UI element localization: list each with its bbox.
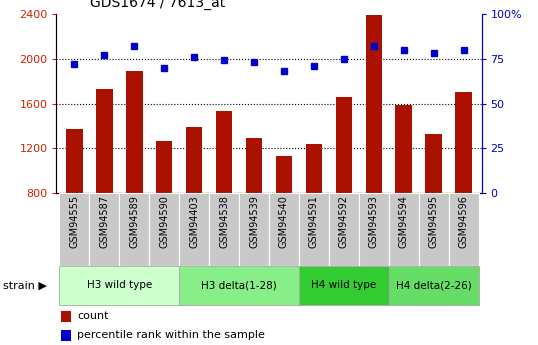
Text: H3 delta(1-28): H3 delta(1-28)	[201, 280, 277, 290]
Bar	[60, 193, 89, 266]
Text: percentile rank within the sample: percentile rank within the sample	[77, 331, 265, 341]
Text: GSM94595: GSM94595	[429, 195, 438, 248]
Bar	[365, 15, 382, 193]
Bar	[359, 193, 389, 266]
Bar	[126, 71, 143, 193]
Bar	[61, 330, 70, 341]
Bar	[66, 129, 83, 193]
Bar	[389, 266, 478, 305]
Bar	[60, 266, 179, 305]
Bar	[276, 156, 292, 193]
Bar	[239, 193, 269, 266]
Text: GSM94593: GSM94593	[369, 195, 379, 248]
Bar	[89, 193, 119, 266]
Text: GSM94591: GSM94591	[309, 195, 319, 248]
Text: count: count	[77, 312, 109, 322]
Bar	[455, 92, 472, 193]
Text: GSM94594: GSM94594	[399, 195, 409, 248]
Text: GSM94587: GSM94587	[100, 195, 109, 248]
Bar	[419, 193, 449, 266]
Bar	[329, 193, 359, 266]
Text: GSM94538: GSM94538	[219, 195, 229, 248]
Text: GSM94596: GSM94596	[458, 195, 469, 248]
Bar	[426, 134, 442, 193]
Text: GSM94540: GSM94540	[279, 195, 289, 248]
Text: GSM94590: GSM94590	[159, 195, 169, 248]
Text: GSM94403: GSM94403	[189, 195, 199, 248]
Bar	[61, 311, 70, 322]
Text: GSM94592: GSM94592	[339, 195, 349, 248]
Text: H4 wild type: H4 wild type	[311, 280, 377, 290]
Bar	[299, 266, 389, 305]
Bar	[156, 140, 173, 193]
Text: GSM94555: GSM94555	[69, 195, 80, 248]
Text: H4 delta(2-26): H4 delta(2-26)	[396, 280, 471, 290]
Bar	[209, 193, 239, 266]
Bar	[389, 193, 419, 266]
Text: H3 wild type: H3 wild type	[87, 280, 152, 290]
Bar	[96, 89, 112, 193]
Bar	[269, 193, 299, 266]
Text: strain ▶: strain ▶	[3, 280, 47, 290]
Bar	[306, 144, 322, 193]
Bar	[216, 111, 232, 193]
Bar	[395, 105, 412, 193]
Bar	[449, 193, 478, 266]
Bar	[179, 193, 209, 266]
Bar	[299, 193, 329, 266]
Text: GDS1674 / 7613_at: GDS1674 / 7613_at	[90, 0, 226, 10]
Bar	[179, 266, 299, 305]
Bar	[246, 138, 262, 193]
Bar	[186, 127, 202, 193]
Text: GSM94539: GSM94539	[249, 195, 259, 248]
Text: GSM94589: GSM94589	[129, 195, 139, 248]
Bar	[336, 97, 352, 193]
Bar	[149, 193, 179, 266]
Bar	[119, 193, 149, 266]
